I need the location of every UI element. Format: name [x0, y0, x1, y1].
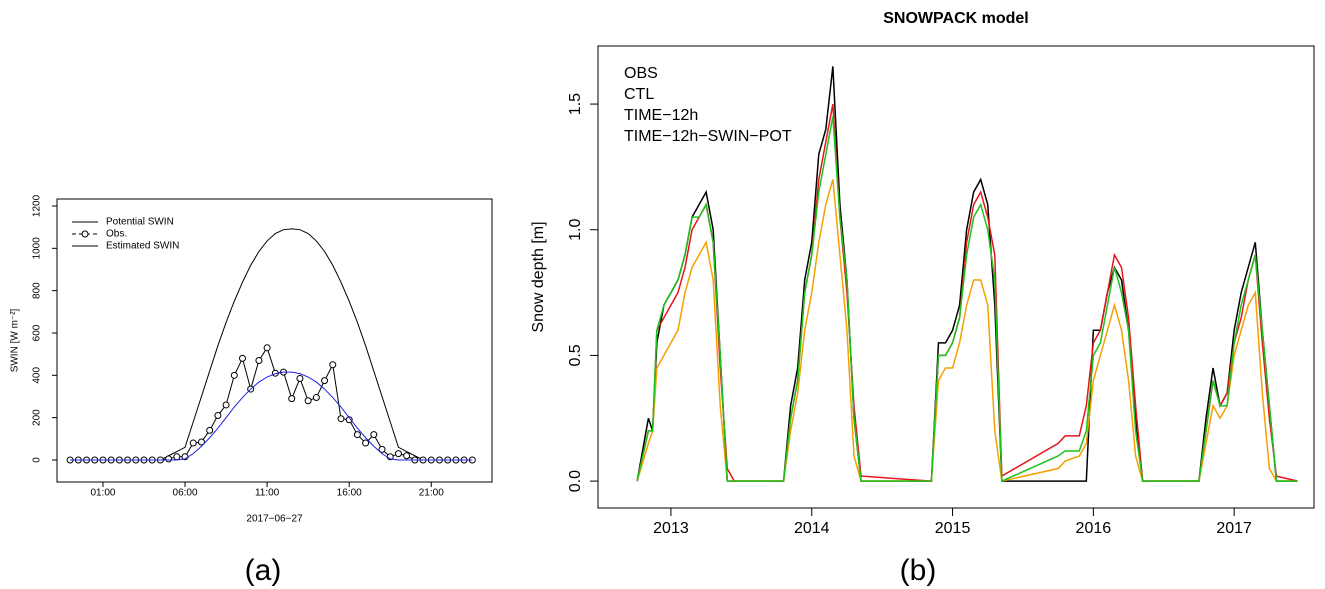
y-tick-label: 0.5: [567, 344, 584, 366]
data-point: [362, 439, 370, 447]
series-line: [70, 346, 473, 461]
data-point: [321, 377, 329, 385]
y-tick-label: 1.0: [567, 219, 584, 241]
data-point: [173, 453, 181, 461]
x-tick-label: 01:00: [90, 488, 115, 499]
x-tick-label: 16:00: [337, 488, 362, 499]
y-tick-label: 0: [32, 457, 43, 463]
data-point: [255, 357, 263, 365]
data-point: [197, 438, 205, 446]
data-point: [263, 344, 271, 352]
data-point: [403, 452, 411, 460]
series-line: [636, 66, 1298, 482]
y-tick-label: 800: [32, 282, 43, 299]
x-tick-label: 06:00: [173, 488, 198, 499]
data-point: [353, 431, 361, 439]
x-tick-label: 11:00: [255, 488, 280, 499]
data-point: [238, 354, 246, 362]
legend-label: Estimated SWIN: [106, 241, 179, 252]
x-tick-label: 2016: [1076, 520, 1112, 537]
panel-label: (a): [245, 554, 282, 587]
y-tick-label: 1200: [32, 194, 43, 217]
x-axis-label: 2017−06−27: [246, 514, 303, 525]
panel-label: (b): [900, 554, 937, 587]
series-line: [636, 179, 1298, 483]
y-tick-label: 1.5: [567, 93, 584, 115]
legend-label: OBS: [624, 65, 658, 82]
data-point: [329, 361, 337, 369]
data-point: [296, 374, 304, 382]
data-point: [165, 455, 173, 463]
series-line: [70, 228, 473, 461]
data-point: [337, 415, 345, 423]
legend-label: TIME−12h: [624, 107, 698, 124]
data-point: [288, 395, 296, 403]
x-tick-label: 2015: [935, 520, 971, 537]
y-axis-label: Snow depth [m]: [530, 221, 547, 332]
data-point: [394, 450, 402, 458]
data-point: [312, 394, 320, 402]
y-tick-label: 0.0: [567, 470, 584, 492]
x-tick-label: 2013: [653, 520, 689, 537]
y-tick-label: 400: [32, 367, 43, 384]
data-point: [230, 371, 238, 379]
data-point: [378, 445, 386, 453]
legend-label: Potential SWIN: [106, 217, 174, 228]
data-point: [206, 426, 214, 434]
y-axis-label: SWIN [W m⁻²]: [10, 308, 21, 372]
chart-title: SNOWPACK model: [883, 10, 1028, 27]
data-point: [214, 412, 222, 420]
data-point: [304, 397, 312, 405]
x-tick-label: 2014: [794, 520, 830, 537]
legend-label: CTL: [624, 86, 654, 103]
series-line: [70, 371, 473, 461]
y-tick-label: 600: [32, 324, 43, 341]
legend-label: TIME−12h−SWIN−POT: [624, 128, 792, 145]
legend-marker: [81, 230, 89, 238]
x-tick-label: 21:00: [419, 488, 444, 499]
y-tick-label: 1000: [32, 237, 43, 260]
series-line: [636, 116, 1298, 483]
data-point: [222, 401, 230, 409]
series-line: [636, 103, 1298, 482]
data-point: [189, 439, 197, 447]
x-tick-label: 2017: [1216, 520, 1252, 537]
data-point: [345, 416, 353, 424]
legend-label: Obs.: [106, 229, 127, 240]
y-tick-label: 200: [32, 409, 43, 426]
data-point: [370, 431, 378, 439]
